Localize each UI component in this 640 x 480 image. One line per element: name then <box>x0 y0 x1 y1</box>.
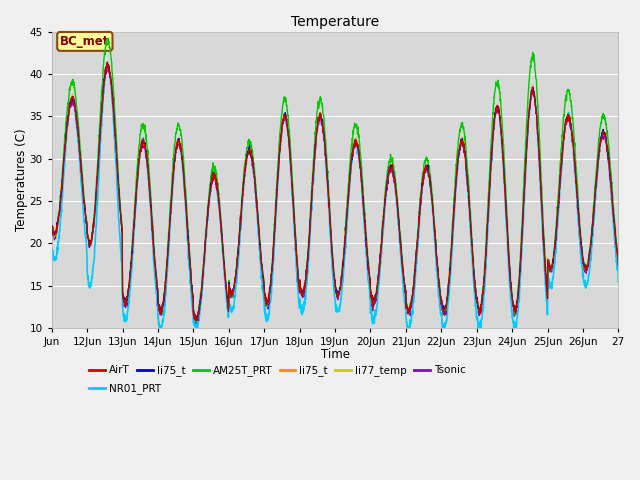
Y-axis label: Temperatures (C): Temperatures (C) <box>15 129 28 231</box>
Text: BC_met: BC_met <box>60 35 109 48</box>
Legend: NR01_PRT: NR01_PRT <box>85 379 166 398</box>
Title: Temperature: Temperature <box>291 15 379 29</box>
X-axis label: Time: Time <box>321 348 349 361</box>
